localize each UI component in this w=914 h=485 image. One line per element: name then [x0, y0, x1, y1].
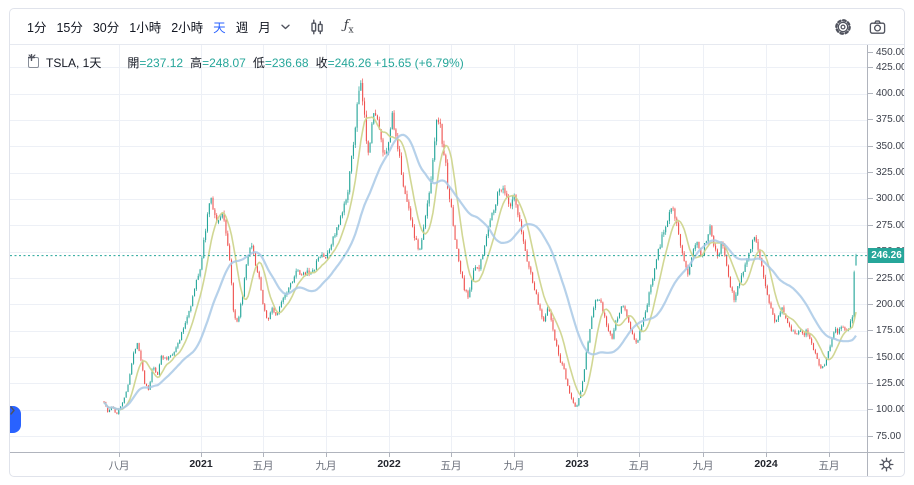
chart-style-button[interactable] — [303, 15, 331, 39]
time-axis-tick — [389, 453, 390, 457]
price-axis-label: 300.00 — [868, 193, 904, 205]
ohlc-item-open: 開=237.12 — [127, 56, 184, 70]
time-axis-label: 九月 — [503, 460, 525, 472]
interval-button-7[interactable]: 週 — [235, 20, 249, 35]
settings-button[interactable] — [829, 15, 857, 39]
interval-button-4[interactable]: 1小時 — [129, 20, 162, 35]
time-axis-label: 八月 — [108, 460, 130, 472]
time-axis-label: 2022 — [377, 458, 401, 470]
time-axis-tick — [119, 453, 120, 457]
price-axis-label: 225.00 — [868, 272, 904, 284]
chart-pane[interactable]: TSLA, 1天 開=237.12 高=248.07 低=236.68 收=246.2… — [10, 45, 867, 452]
price-axis-label: 125.00 — [868, 377, 904, 389]
price-axis-label: 200.00 — [868, 298, 904, 310]
time-axis-tick — [639, 453, 640, 457]
camera-icon — [869, 19, 886, 34]
price-axis-label: 100.00 — [868, 404, 904, 416]
interval-button-8[interactable]: 月 — [258, 20, 271, 35]
ohlc-item-high: 高=248.07 — [190, 56, 246, 70]
indicators-button[interactable]: ƒx — [339, 15, 359, 39]
time-axis-tick — [766, 453, 767, 457]
time-axis-label: 五月 — [252, 460, 274, 472]
time-axis-label: 2024 — [754, 458, 778, 470]
ohlc-item-close: 收=246.26 — [315, 56, 372, 70]
price-axis-label: 150.00 — [868, 351, 904, 363]
time-axis-label: 五月 — [818, 460, 840, 472]
price-axis-label: 425.00 — [868, 61, 904, 73]
toolbar-right — [829, 15, 892, 39]
ohlc-item-low: 低=236.68 — [252, 56, 309, 70]
interval-button-5[interactable]: 2小時 — [171, 20, 204, 35]
price-axis-label: 400.00 — [868, 88, 904, 100]
time-axis-label: 2021 — [189, 458, 213, 470]
time-axis-label: 2023 — [565, 458, 589, 470]
chart-widget: 1分 15分 30分 1小時 2小時天週月 ƒx — [9, 8, 905, 477]
chevron-down-icon — [281, 24, 290, 29]
candlestick-chart[interactable] — [10, 45, 867, 452]
time-axis-tick — [201, 453, 202, 457]
legend-symbol-label: TSLA, 1天 — [46, 56, 102, 70]
time-axis-tick — [451, 453, 452, 457]
interval-button-1[interactable]: 1分 — [27, 20, 47, 35]
legend-change: +15.65 (+6.79%) — [374, 55, 464, 70]
interval-buttons: 1分 15分 30分 1小時 2小時天週月 — [22, 17, 276, 37]
price-axis-label: 350.00 — [868, 140, 904, 152]
snapshot-button[interactable] — [863, 15, 892, 39]
time-axis-label: 五月 — [628, 460, 650, 472]
legend: TSLA, 1天 開=237.12 高=248.07 低=236.68 收=246.2… — [28, 54, 464, 71]
chevron-right-icon — [10, 406, 15, 415]
time-axis-tick — [263, 453, 264, 457]
time-axis-label: 九月 — [692, 460, 714, 472]
gear-icon — [835, 18, 851, 35]
interval-toolbar: 1分 15分 30分 1小時 2小時天週月 ƒx — [22, 15, 359, 39]
price-axis-label: 325.00 — [868, 167, 904, 179]
legend-symbol[interactable]: TSLA, 1天 — [28, 54, 102, 71]
price-axis[interactable]: 450.00 425.00 400.00 375.00 350.00 325.00 300.… — [867, 45, 904, 452]
time-axis[interactable]: 八月 2021 五月 九月 2022 五月 九月 2023 五月 九月 2024 五月 — [10, 452, 867, 476]
left-panel-tab[interactable] — [10, 406, 21, 433]
current-price-badge: 246.26 — [868, 248, 904, 264]
interval-button-2[interactable]: 15分 — [56, 20, 83, 35]
chevron-down-icon — [28, 54, 36, 59]
interval-dropdown-button[interactable] — [276, 21, 295, 33]
toolbar: 1分 15分 30分 1小時 2小時天週月 ƒx — [10, 9, 904, 45]
fx-icon: ƒx — [343, 17, 354, 36]
time-axis-label: 五月 — [440, 460, 462, 472]
price-axis-label: 275.00 — [868, 219, 904, 231]
legend-ohlc: 開=237.12 高=248.07 低=236.68 收=246.26 — [127, 54, 371, 71]
interval-button-6[interactable]: 天 — [213, 20, 226, 35]
price-axis-label: 75.00 — [868, 430, 901, 442]
axis-gear-icon — [878, 457, 894, 472]
price-axis-label: 375.00 — [868, 114, 904, 126]
candlestick-style-icon — [311, 19, 323, 34]
time-axis-tick — [326, 453, 327, 457]
time-axis-tick — [514, 453, 515, 457]
time-axis-tick — [577, 453, 578, 457]
chart-main: TSLA, 1天 開=237.12 高=248.07 低=236.68 收=246.2… — [10, 45, 904, 476]
interval-button-3[interactable]: 30分 — [92, 20, 120, 35]
axis-settings-corner[interactable] — [867, 452, 904, 476]
time-axis-tick — [829, 453, 830, 457]
price-axis-label: 175.00 — [868, 325, 904, 337]
time-axis-label: 九月 — [315, 460, 337, 472]
price-axis-label: 450.00 — [868, 46, 904, 58]
time-axis-tick — [703, 453, 704, 457]
